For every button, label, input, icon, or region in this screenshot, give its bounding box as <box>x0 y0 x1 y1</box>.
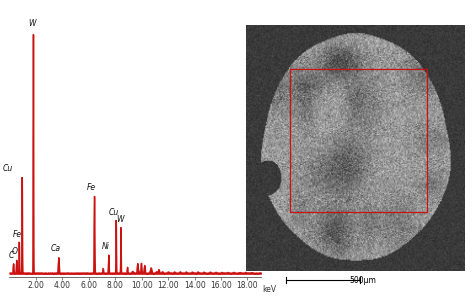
Text: Cu: Cu <box>109 208 119 217</box>
Text: Fe: Fe <box>12 230 22 239</box>
Text: Cu: Cu <box>3 164 13 173</box>
Text: C: C <box>9 251 14 260</box>
Text: W: W <box>28 19 36 28</box>
Text: O: O <box>11 247 18 256</box>
Text: W: W <box>117 215 124 224</box>
Text: Fe: Fe <box>87 183 96 192</box>
Text: Ca: Ca <box>51 244 61 253</box>
Text: keV: keV <box>263 285 277 294</box>
Bar <box>290 69 428 212</box>
Text: Ni: Ni <box>102 242 109 251</box>
Text: 500μm: 500μm <box>349 276 376 286</box>
